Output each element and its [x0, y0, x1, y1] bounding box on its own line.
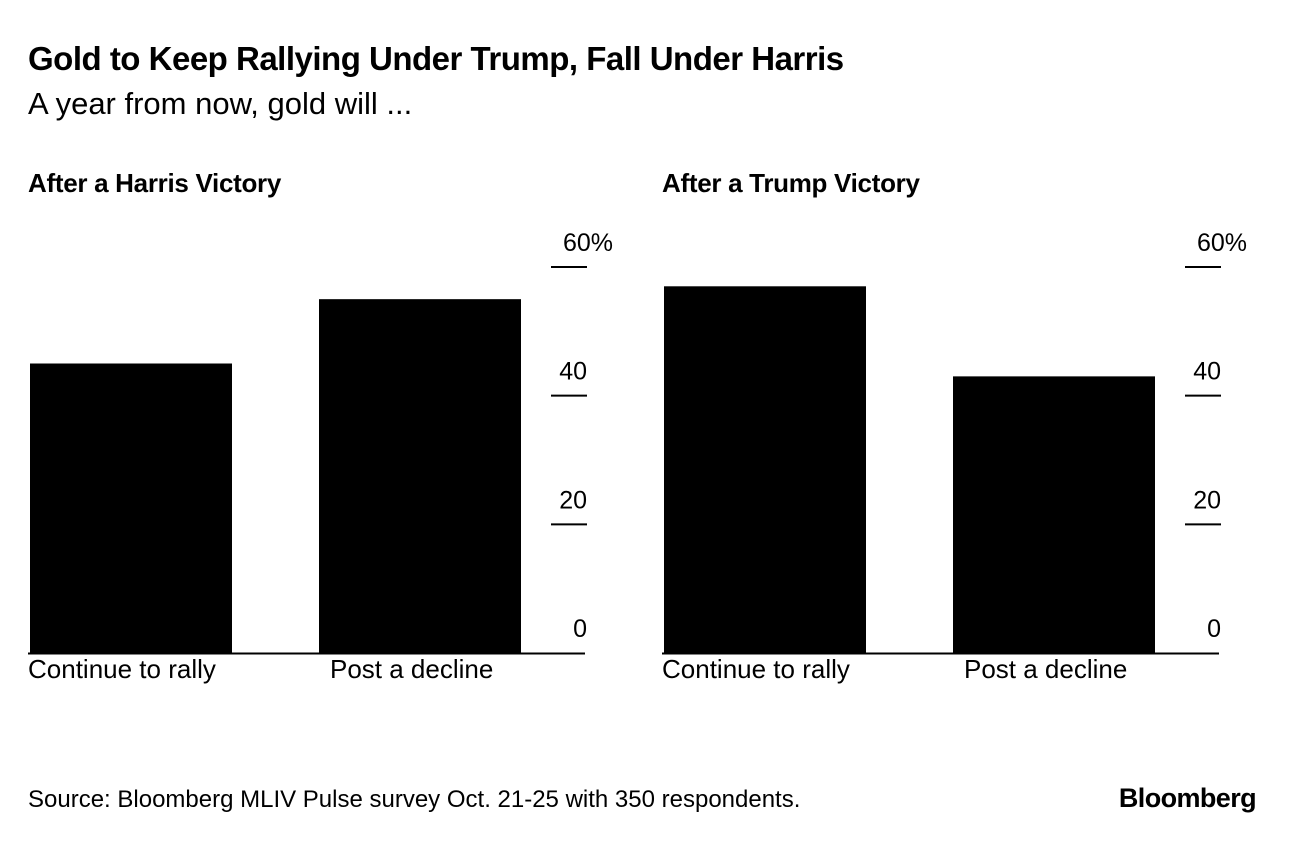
panel-title-harris: After a Harris Victory	[28, 168, 282, 198]
bar-continue-to-rally	[664, 286, 866, 653]
y-tick-label: 40	[559, 358, 587, 386]
chart-subtitle: A year from now, gold will ...	[28, 86, 413, 121]
harris-bar-chart: 0 20 40 60% Continue to rally Post a decline	[28, 229, 613, 684]
trump-bar-chart: 0 20 40 60% Continue to rally Post a decline	[662, 229, 1247, 684]
source-note: Source: Bloomberg MLIV Pulse survey Oct.…	[28, 786, 801, 813]
y-tick-label: 0	[1207, 615, 1221, 643]
bloomberg-logo: Bloomberg	[1118, 783, 1257, 813]
y-tick-label: 40	[1193, 358, 1221, 386]
chart-title: Gold to Keep Rallying Under Trump, Fall …	[28, 40, 844, 77]
y-tick-label: 60%	[1197, 229, 1247, 257]
y-tick-label: 0	[573, 615, 587, 643]
y-tick-label: 20	[559, 486, 587, 514]
x-category-label: Continue to rally	[28, 654, 216, 684]
bar-continue-to-rally	[30, 363, 232, 653]
panel-title-trump: After a Trump Victory	[662, 168, 920, 198]
y-tick-label: 60%	[563, 229, 613, 257]
x-category-label: Post a decline	[964, 654, 1127, 684]
bar-post-a-decline	[953, 376, 1155, 653]
x-category-label: Continue to rally	[662, 654, 850, 684]
x-category-label: Post a decline	[330, 654, 493, 684]
y-tick-label: 20	[1193, 486, 1221, 514]
bar-post-a-decline	[319, 299, 521, 653]
